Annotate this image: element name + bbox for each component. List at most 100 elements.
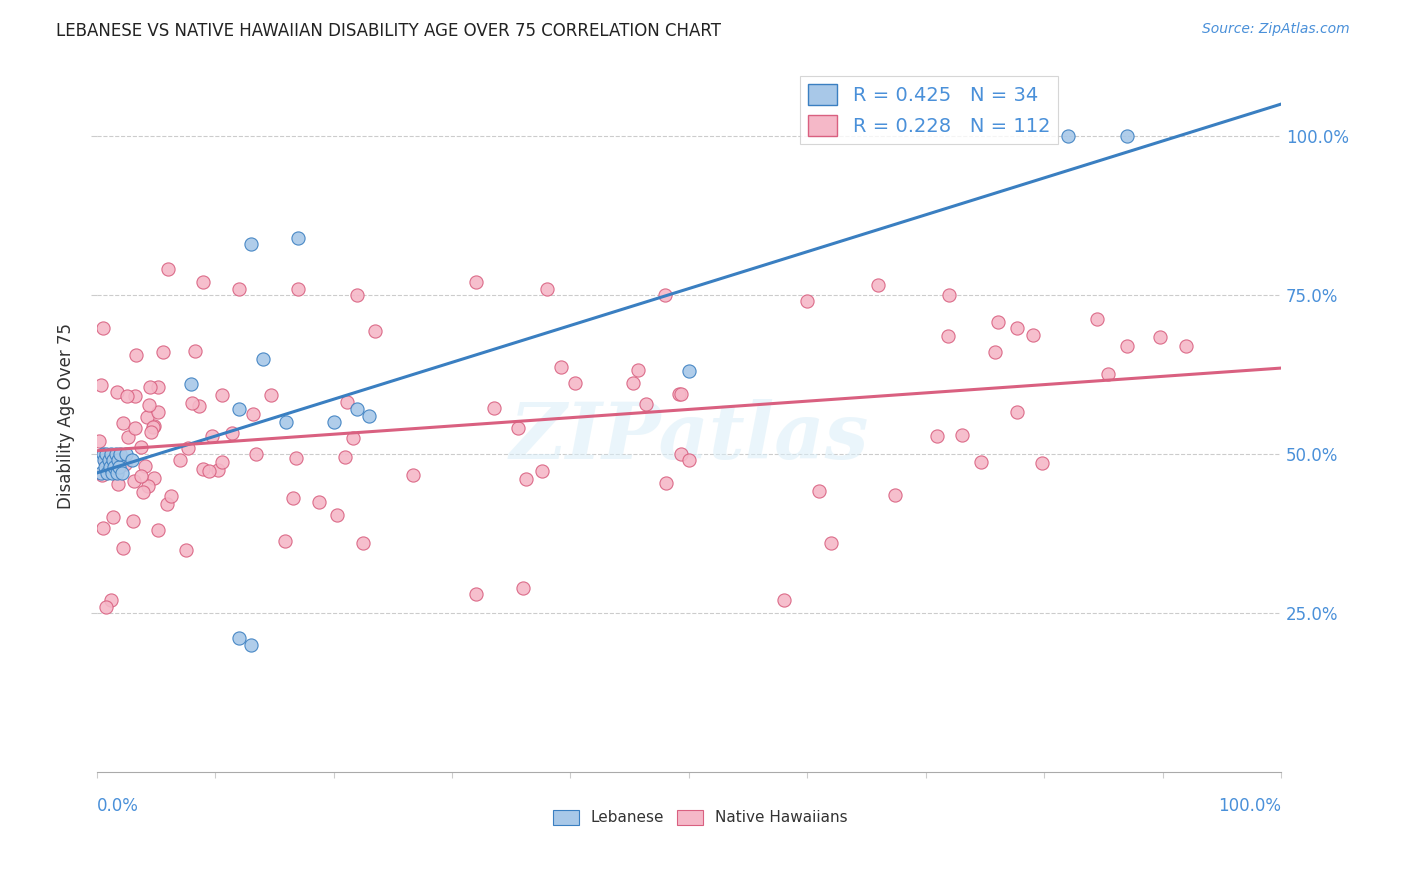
Point [152, 344, 174, 359]
Point [121, 514, 143, 528]
Point [138, 398, 160, 412]
Point [207, 463, 229, 477]
Point [110, 466, 132, 480]
Text: LEBANESE VS NATIVE HAWAIIAN DISABILITY AGE OVER 75 CORRELATION CHART: LEBANESE VS NATIVE HAWAIIAN DISABILITY A… [56, 22, 721, 40]
Point [107, 477, 129, 491]
Point [221, 425, 243, 440]
Point [211, 388, 233, 402]
Point [464, 587, 486, 601]
Point [98, 459, 121, 474]
FancyBboxPatch shape [678, 810, 703, 825]
Point [621, 376, 644, 390]
Point [174, 543, 197, 558]
Point [156, 497, 179, 511]
Point [87, 434, 110, 448]
Point [100, 593, 122, 607]
Point [134, 458, 156, 473]
Point [276, 415, 298, 429]
Point [142, 420, 165, 434]
Point [111, 416, 134, 430]
Point [634, 397, 657, 411]
Point [91, 321, 114, 335]
Point [669, 447, 692, 461]
Point [1149, 330, 1171, 344]
Point [143, 470, 166, 484]
Point [136, 478, 159, 492]
Point [97, 453, 120, 467]
Point [938, 288, 960, 302]
Point [346, 288, 368, 302]
Point [104, 447, 127, 461]
Point [103, 509, 125, 524]
Point [950, 427, 973, 442]
Point [820, 536, 842, 550]
Point [91, 447, 114, 461]
Point [678, 364, 700, 378]
Point [91, 468, 114, 483]
Point [984, 345, 1007, 359]
Point [1005, 321, 1028, 335]
Point [228, 282, 250, 296]
Point [103, 453, 125, 467]
Point [260, 388, 283, 402]
Point [239, 638, 262, 652]
Point [464, 275, 486, 289]
Point [228, 402, 250, 417]
Point [112, 541, 135, 555]
Point [1031, 456, 1053, 470]
Point [1022, 327, 1045, 342]
Point [336, 394, 359, 409]
Point [678, 453, 700, 467]
Point [326, 508, 349, 522]
Point [193, 462, 215, 476]
Point [671, 386, 693, 401]
Point [96, 466, 118, 480]
Point [132, 485, 155, 500]
Point [148, 380, 170, 394]
Point [169, 453, 191, 467]
Point [1056, 128, 1078, 143]
Point [146, 405, 169, 419]
Point [110, 447, 132, 461]
Point [94, 459, 117, 474]
Point [117, 430, 139, 444]
Text: Native Hawaiians: Native Hawaiians [714, 810, 848, 825]
Point [121, 453, 143, 467]
Point [101, 466, 124, 480]
Point [252, 351, 274, 366]
Point [177, 442, 200, 456]
Point [515, 472, 537, 486]
Point [91, 521, 114, 535]
Point [627, 363, 650, 377]
Point [1116, 339, 1139, 353]
Point [1116, 128, 1139, 143]
Point [352, 536, 374, 550]
Point [506, 421, 529, 435]
Point [114, 458, 136, 472]
Point [287, 230, 309, 244]
Point [530, 464, 553, 478]
Point [90, 378, 112, 392]
Point [927, 428, 949, 442]
Point [124, 389, 146, 403]
Point [143, 418, 166, 433]
Point [1085, 312, 1108, 326]
Point [512, 581, 534, 595]
Point [402, 468, 425, 483]
Point [96, 599, 118, 614]
Point [129, 469, 152, 483]
Point [668, 387, 690, 401]
Point [193, 275, 215, 289]
Point [987, 315, 1010, 329]
Point [335, 450, 357, 464]
Point [883, 488, 905, 502]
Point [105, 385, 128, 400]
Point [96, 447, 118, 461]
Text: 0.0%: 0.0% [97, 797, 139, 815]
Point [322, 415, 344, 429]
Point [242, 407, 264, 421]
Point [103, 459, 125, 474]
Point [1005, 405, 1028, 419]
Text: 100.0%: 100.0% [1218, 797, 1281, 815]
Point [100, 447, 122, 461]
